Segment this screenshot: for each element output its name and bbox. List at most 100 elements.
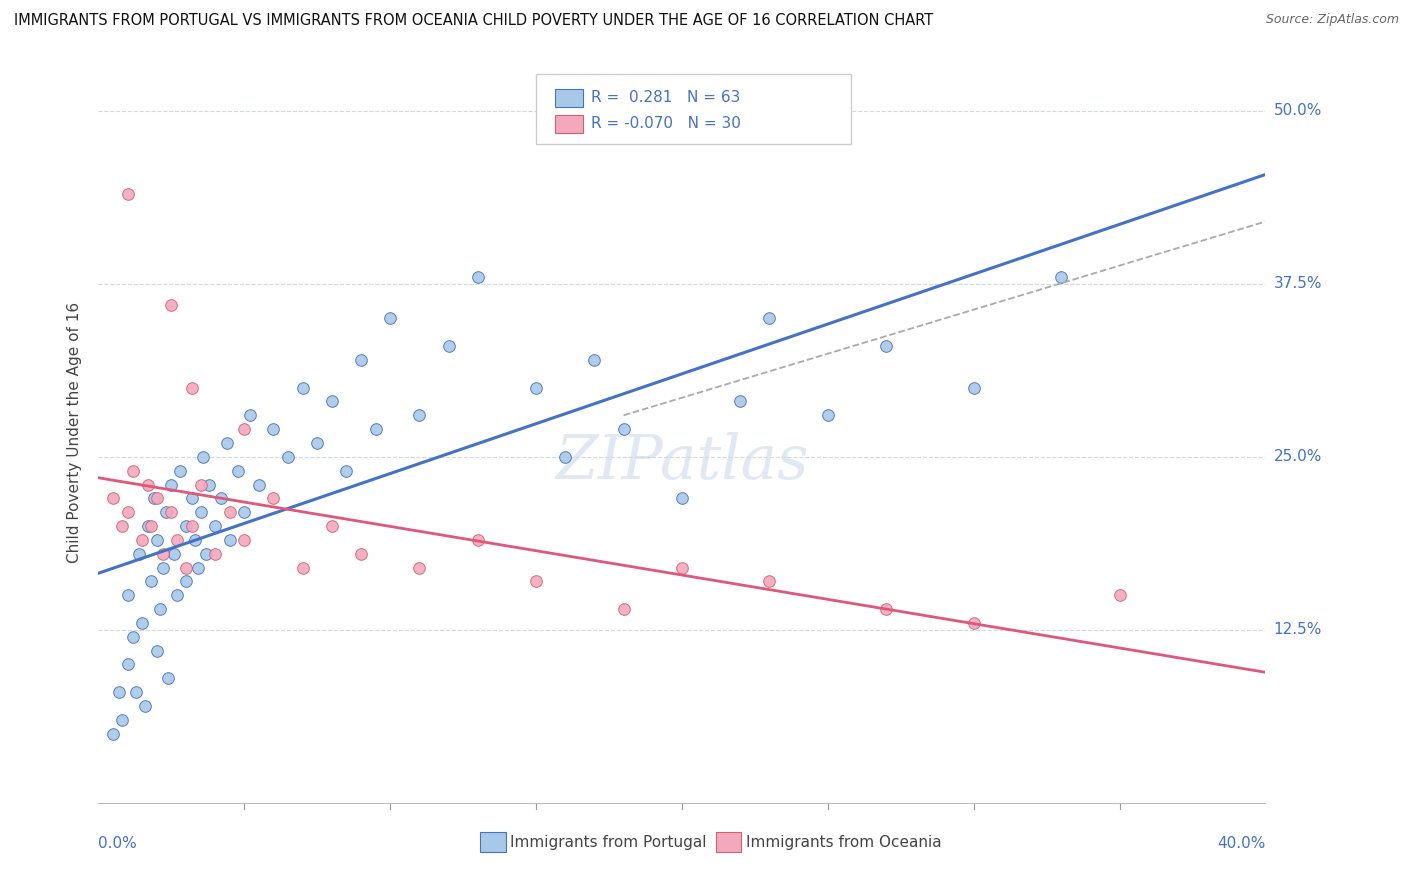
Point (437, 339, 460, 353)
Text: 12.5%: 12.5% (1274, 623, 1322, 637)
Point (228, 464, 250, 478)
Text: IMMIGRANTS FROM PORTUGAL VS IMMIGRANTS FROM OCEANIA CHILD POVERTY UNDER THE AGE : IMMIGRANTS FROM PORTUGAL VS IMMIGRANTS F… (14, 13, 934, 29)
Point (218, 505, 240, 519)
FancyBboxPatch shape (716, 832, 741, 852)
Point (180, 491, 202, 506)
Point (215, 436, 238, 450)
Point (195, 547, 218, 561)
Point (180, 519, 202, 533)
Point (612, 602, 634, 616)
Point (198, 477, 221, 491)
Point (817, 409, 839, 423)
Point (157, 671, 180, 685)
Point (262, 491, 284, 506)
Point (583, 353, 606, 368)
Point (160, 505, 183, 519)
Point (108, 685, 131, 699)
Point (730, 394, 752, 409)
Point (190, 477, 212, 491)
Point (262, 422, 284, 436)
Point (166, 588, 188, 602)
Point (169, 464, 191, 478)
Text: Immigrants from Oceania: Immigrants from Oceania (747, 835, 942, 849)
Point (321, 394, 343, 409)
Point (875, 339, 897, 353)
Point (467, 269, 489, 284)
Point (758, 574, 780, 589)
Point (233, 533, 256, 547)
Point (350, 353, 373, 368)
Point (125, 685, 148, 699)
Point (146, 533, 169, 547)
Point (247, 477, 270, 491)
Point (277, 450, 299, 464)
Point (122, 630, 145, 644)
Text: 0.0%: 0.0% (98, 836, 138, 851)
Point (758, 311, 780, 326)
Text: R = -0.070   N = 30: R = -0.070 N = 30 (591, 116, 741, 131)
Point (962, 615, 984, 630)
Point (131, 615, 153, 630)
Point (139, 519, 162, 533)
Point (142, 491, 165, 506)
Point (204, 519, 226, 533)
Point (1108, 588, 1130, 602)
Point (554, 450, 576, 464)
Point (364, 422, 387, 436)
Point (152, 547, 174, 561)
Point (187, 560, 209, 574)
Point (239, 409, 262, 423)
Point (174, 519, 197, 533)
Text: 37.5%: 37.5% (1274, 277, 1322, 292)
Point (174, 560, 197, 574)
Point (146, 643, 169, 657)
Point (117, 505, 139, 519)
Point (122, 464, 145, 478)
Point (875, 602, 897, 616)
Point (160, 297, 183, 311)
Point (134, 698, 156, 713)
Point (321, 519, 343, 533)
Point (524, 574, 547, 589)
Point (612, 422, 634, 436)
Point (163, 547, 186, 561)
Text: Immigrants from Portugal: Immigrants from Portugal (510, 835, 707, 849)
Point (136, 477, 159, 491)
Point (408, 560, 430, 574)
Point (149, 602, 172, 616)
Point (291, 381, 314, 395)
Point (193, 450, 215, 464)
Point (380, 311, 402, 326)
Point (467, 533, 489, 547)
Point (671, 491, 693, 506)
Point (139, 574, 162, 589)
Point (101, 726, 124, 740)
Point (111, 519, 134, 533)
Point (209, 491, 232, 506)
Point (204, 547, 226, 561)
Point (183, 533, 205, 547)
Point (152, 560, 174, 574)
Text: R =  0.281   N = 63: R = 0.281 N = 63 (591, 90, 741, 105)
Point (146, 491, 169, 506)
Point (524, 381, 547, 395)
Point (155, 505, 177, 519)
FancyBboxPatch shape (536, 73, 851, 144)
Point (962, 381, 984, 395)
Text: 25.0%: 25.0% (1274, 450, 1322, 465)
Point (307, 436, 329, 450)
Point (166, 533, 188, 547)
Text: 40.0%: 40.0% (1218, 836, 1265, 851)
Point (335, 464, 357, 478)
Point (1050, 269, 1073, 284)
Point (180, 381, 202, 395)
Point (101, 491, 124, 506)
Point (291, 560, 314, 574)
Point (117, 186, 139, 201)
Point (408, 409, 430, 423)
Text: ZIPatlas: ZIPatlas (555, 433, 808, 492)
Point (233, 505, 256, 519)
Point (131, 533, 153, 547)
Point (350, 547, 373, 561)
Point (671, 560, 693, 574)
